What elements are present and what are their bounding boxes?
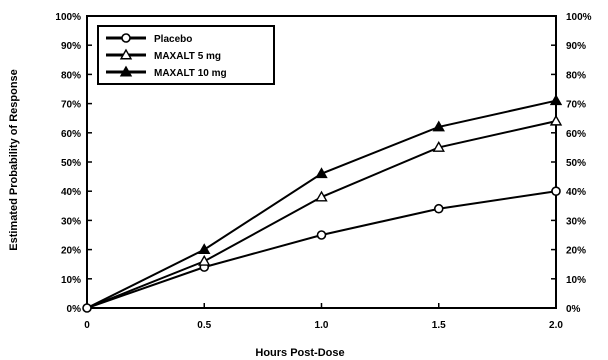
y-tick-label-left: 20% [61,246,81,257]
series-placebo [86,186,561,309]
y-tick-label-right: 30% [566,216,586,227]
y-tick-label-right: 20% [566,246,586,257]
y-tick-label-right: 90% [566,41,586,52]
x-axis-label: Hours Post-Dose [255,347,344,359]
data-point [315,167,328,179]
x-tick-label: 1.0 [315,320,329,331]
y-tick-label-right: 50% [566,158,586,169]
y-tick-label-right: 40% [566,187,586,198]
x-tick-label: 0.5 [197,320,211,331]
legend-item: MAXALT 10 mg [106,65,227,79]
legend-item: Placebo [106,33,192,45]
series-layer [82,94,563,313]
y-tick-label-right: 80% [566,70,586,81]
y-tick-label-right: 100% [566,12,592,23]
y-tick-label-left: 100% [55,12,81,23]
data-point [315,190,328,202]
legend-marker [119,48,133,60]
legend-marker [121,33,131,43]
data-point [433,203,444,214]
series-maxalt-10-mg [86,94,563,309]
y-tick-label-left: 10% [61,275,81,286]
data-point [198,254,211,266]
y-axis-left: 0% 10% 20% 30% 40% 50% 60% 70% 80% 90% 100% [55,12,92,315]
y-tick-label-right: 60% [566,129,586,140]
y-tick-label-left: 50% [61,158,81,169]
series-line [86,190,557,309]
y-tick-label-left: 80% [61,70,81,81]
data-point [549,94,563,106]
y-tick-label-left: 60% [61,129,81,140]
y-tick-label-left: 90% [61,41,81,52]
data-point-origin [82,303,92,313]
y-tick-label-left: 0% [67,304,82,315]
y-tick-label-left: 30% [61,216,81,227]
legend-item: MAXALT 5 mg [106,48,221,62]
y-tick-label-left: 40% [61,187,81,198]
data-point [432,120,445,132]
series-line [86,99,557,309]
data-point [316,230,327,240]
x-axis: 0 0.5 1.0 1.5 2.0 [84,303,563,331]
legend-label: MAXALT 10 mg [154,68,227,79]
x-tick-label: 1.5 [432,320,446,331]
legend-label: Placebo [154,34,192,45]
series-maxalt-5-mg [86,114,563,309]
y-tick-label-left: 70% [61,100,81,111]
x-tick-label: 2.0 [549,320,563,331]
y-tick-label-right: 10% [566,275,586,286]
data-point [551,186,561,196]
data-point [549,114,563,126]
data-point [198,243,211,255]
legend-marker [119,65,133,77]
x-tick-label: 0 [84,320,90,331]
y-axis-label: Estimated Probability of Response [8,69,20,251]
y-axis-right: 0% 10% 20% 30% 40% 50% 60% 70% 80% 90% 100% [551,12,592,315]
legend: Placebo MAXALT 5 mg MAXALT 10 mg [97,25,275,85]
y-tick-label-right: 0% [566,304,581,315]
legend-label: MAXALT 5 mg [154,51,221,62]
data-point [432,140,445,152]
y-tick-label-right: 70% [566,100,586,111]
series-line [86,120,557,309]
